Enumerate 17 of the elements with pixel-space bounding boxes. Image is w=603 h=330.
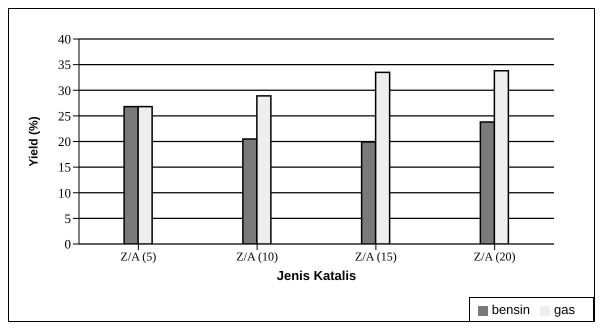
y-tick-label: 35 [58,57,71,72]
x-tick-label: Z/A (20) [474,250,516,264]
x-tick-label: Z/A (5) [120,250,156,264]
y-tick-label: 40 [58,32,71,47]
y-tick-label: 15 [58,160,71,175]
y-tick-label: 25 [58,108,71,124]
y-tick-label: 5 [64,210,71,226]
y-tick-label: 10 [58,185,71,200]
x-tick-label: Z/A (15) [355,250,397,264]
x-axis-title: Jenis Katalis [276,268,356,283]
y-tick-label: 20 [58,134,71,150]
y-tick-label: 0 [64,236,71,252]
legend-label: bensin [492,302,530,317]
y-tick-label: 30 [58,82,71,98]
legend-label: gas [554,302,575,317]
x-tick-label: Z/A (10) [236,250,278,264]
y-axis-title: Yield (%) [26,116,40,167]
